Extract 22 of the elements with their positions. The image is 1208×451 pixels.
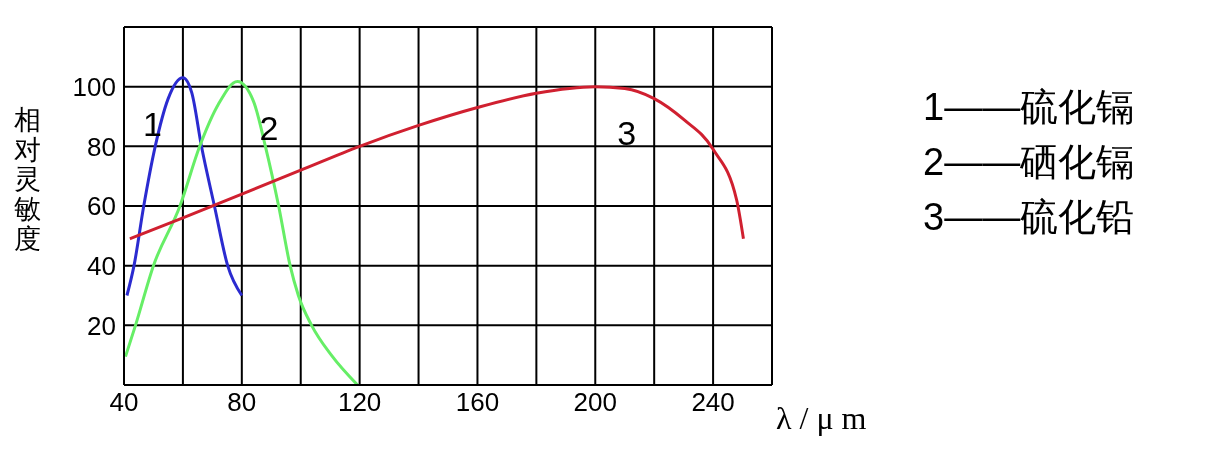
x-tick-label: 80 <box>227 387 257 418</box>
line-series <box>124 80 360 385</box>
x-tick-label: 40 <box>109 387 139 418</box>
line-series <box>128 85 745 241</box>
y-tick-label: 40 <box>87 250 116 281</box>
y-axis-title: 相对灵敏度 <box>14 105 42 255</box>
x-axis-title: λ / μ m <box>776 400 867 437</box>
series-label: 1 <box>142 104 162 143</box>
x-tick-label: 240 <box>691 387 735 418</box>
x-tick-label: 120 <box>337 387 382 418</box>
y-tick-label: 100 <box>72 71 116 102</box>
x-tick-label: 160 <box>455 387 500 418</box>
text: 2——硒化镉 <box>923 140 1135 186</box>
y-tick-label: 80 <box>87 131 116 162</box>
y-tick-label: 20 <box>87 310 116 341</box>
line-series <box>125 76 244 297</box>
series-label: 2 <box>259 108 279 147</box>
y-tick-label: 60 <box>87 191 116 222</box>
text: 1——硫化镉 <box>923 85 1135 130</box>
text: 3——硫化铅 <box>923 195 1135 241</box>
x-tick-label: 200 <box>573 387 617 418</box>
series-label: 3 <box>617 113 637 152</box>
